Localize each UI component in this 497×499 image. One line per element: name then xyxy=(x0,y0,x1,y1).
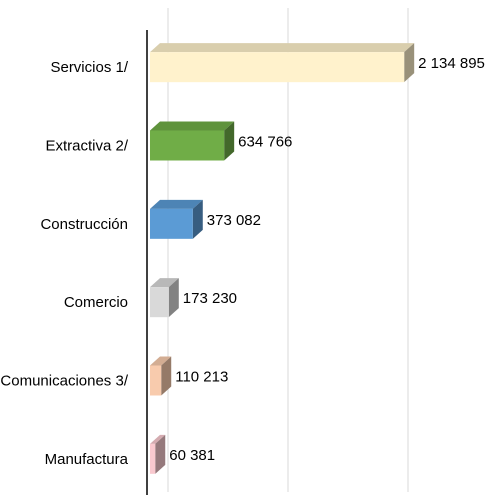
category-label: Extractiva 2/ xyxy=(45,137,128,154)
category-label: Comunicaciones 3/ xyxy=(0,372,128,389)
bar-top xyxy=(150,121,235,131)
bar-top xyxy=(150,43,415,53)
bar-side xyxy=(224,121,235,161)
category-label: Manufactura xyxy=(45,451,129,468)
bar-side xyxy=(161,356,172,396)
bar xyxy=(150,208,193,239)
bar-side xyxy=(404,43,415,83)
value-label: 110 213 xyxy=(175,368,228,385)
bar-top xyxy=(150,199,203,209)
value-label: 634 766 xyxy=(238,133,292,150)
value-label: 173 230 xyxy=(183,290,237,307)
bar-side xyxy=(168,278,179,318)
category-label: Comercio xyxy=(64,294,128,311)
bar-top xyxy=(150,434,166,444)
bar xyxy=(150,365,162,396)
bar-side xyxy=(155,434,166,474)
bar xyxy=(150,287,169,318)
value-label: 2 134 895 xyxy=(418,55,485,72)
bar-top xyxy=(150,278,179,288)
category-label: Construcción xyxy=(40,216,128,233)
bar xyxy=(150,443,156,474)
value-label: 60 381 xyxy=(169,447,215,464)
bar xyxy=(150,52,405,83)
category-label: Servicios 1/ xyxy=(50,59,128,76)
bar-top xyxy=(150,356,172,366)
value-label: 373 082 xyxy=(207,212,261,229)
bar xyxy=(150,130,225,161)
bar-side xyxy=(192,199,203,239)
